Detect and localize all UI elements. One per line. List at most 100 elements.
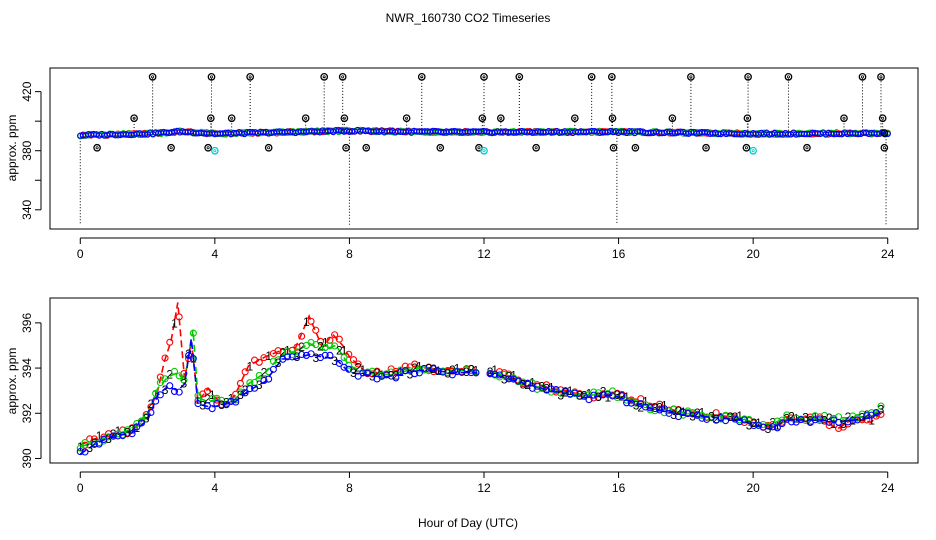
bottom-series-3-label: 3 [199,399,206,413]
bottom-series-3-point [453,368,461,376]
bottom-series-3-point [618,392,626,400]
bottom-series-2-label: 2 [675,404,682,418]
bottom-series-2-label: 2 [91,436,98,450]
bottom-series-2-point [161,375,169,383]
top-x-tick-label: 20 [746,247,760,261]
top-series-point [677,128,684,135]
bottom-series-3-point [722,417,730,425]
top-outlier-point [204,143,212,152]
bottom-series-3-point [156,391,164,399]
top-outlier-core [480,116,484,120]
top-outlier-core [342,116,346,120]
bottom-series-2-point [877,402,885,410]
top-outlier-core [405,116,409,120]
bottom-series-1-point [467,364,475,373]
bottom-series-2-point [670,405,678,413]
bottom-series-3-point [679,408,687,416]
bottom-series-2-label: 2 [826,411,833,425]
bottom-series-3-label: 3 [256,378,263,392]
bottom-series-1-point [354,360,362,368]
bottom-series-3-label: 3 [633,399,640,413]
top-outlier-core [534,146,538,150]
bottom-series-3-point [208,405,216,413]
top-outlier-core [746,75,750,79]
bottom-series-3-point [778,420,786,428]
bottom-series-2-label: 2 [788,409,795,423]
bottom-series-3-label: 3 [312,351,319,365]
top-outlier-core [209,75,213,79]
bottom-series-2-label: 2 [581,389,588,403]
bottom-series-3-point [288,353,296,361]
bottom-series-3-point [754,421,763,429]
top-outlier-point [478,114,487,123]
bottom-series-2-label: 2 [430,362,437,376]
bottom-series-2-point [175,372,183,380]
top-outlier-core [670,116,674,120]
top-panel: approx. ppm 0 4 8 12 16 20 24 340 380 420 [5,67,919,261]
bottom-series-3-point [170,387,179,395]
top-outlier-core [322,75,326,79]
bottom-series-3-line [487,371,882,430]
bottom-series-2-label: 2 [524,378,531,392]
x-axis-label: Hour of Day (UTC) [418,516,518,530]
bottom-x-tick-label: 20 [746,481,760,495]
bottom-series-1-point [316,337,325,345]
bottom-series-1-point [335,335,343,343]
bottom-series-3-label: 3 [218,398,225,412]
top-series-point [626,128,633,135]
bottom-series-2-point [269,357,277,365]
bottom-series-3-point [491,370,499,378]
bottom-series-3-point [740,416,748,424]
bottom-series-1-label: 1 [96,429,103,443]
top-outlier-core [744,146,748,150]
top-outlier-point [668,114,677,123]
bottom-series-2-point [156,379,164,387]
top-outlier-core [344,146,348,150]
top-outlier-core [341,75,345,79]
top-series-point [688,128,695,136]
top-outlier-core [573,116,577,120]
bottom-series-2-point [189,329,197,337]
bottom-series-3-point [533,382,541,390]
bottom-series-1-point [298,332,306,340]
bottom-series-1-point [844,420,852,428]
bottom-series-2-point [170,367,179,375]
top-outlier-core [842,116,846,120]
bottom-series-3-point [213,400,221,408]
bottom-series-3-point [222,401,230,409]
top-outlier-core [482,75,486,79]
bottom-series-3-point [269,365,277,373]
top-outlier-point [877,73,885,81]
bottom-series-2-point [858,410,866,418]
bottom-series-3-point [298,350,306,359]
bottom-series-3-label: 3 [652,401,659,415]
top-flagged-point [749,146,757,155]
bottom-series-3-label: 3 [878,403,885,417]
top-flagged-core [751,149,755,153]
bottom-series-3-point [759,423,767,431]
bottom-series-3-point [265,375,273,383]
bottom-series-3-label: 3 [388,368,395,382]
bottom-series-3-point [81,448,89,456]
bottom-series-2-label: 2 [562,386,569,400]
bottom-series-3-point [547,385,555,393]
bottom-series-3-label: 3 [576,388,583,402]
bottom-y-tick-label: 392 [20,403,34,423]
bottom-series-3-point [147,408,155,417]
bottom-series-3-point [608,392,617,400]
bottom-series-1-label: 1 [246,359,253,373]
top-data-marks [77,73,891,225]
bottom-series-3-point [227,397,235,405]
bottom-series-1-label: 1 [831,417,838,431]
bottom-series-2-label: 2 [487,365,494,379]
bottom-series-2-point [255,371,263,379]
top-outlier-core [882,146,886,150]
top-outlier-core [132,116,136,120]
bottom-series-1-label: 1 [586,387,593,401]
bottom-series-3-point [787,418,796,426]
top-outlier-point [264,143,273,152]
bottom-series-2-label: 2 [223,395,230,409]
bottom-series-3-point [175,388,183,396]
bottom-series-3-point [345,365,353,373]
bottom-series-3-point [698,414,706,422]
